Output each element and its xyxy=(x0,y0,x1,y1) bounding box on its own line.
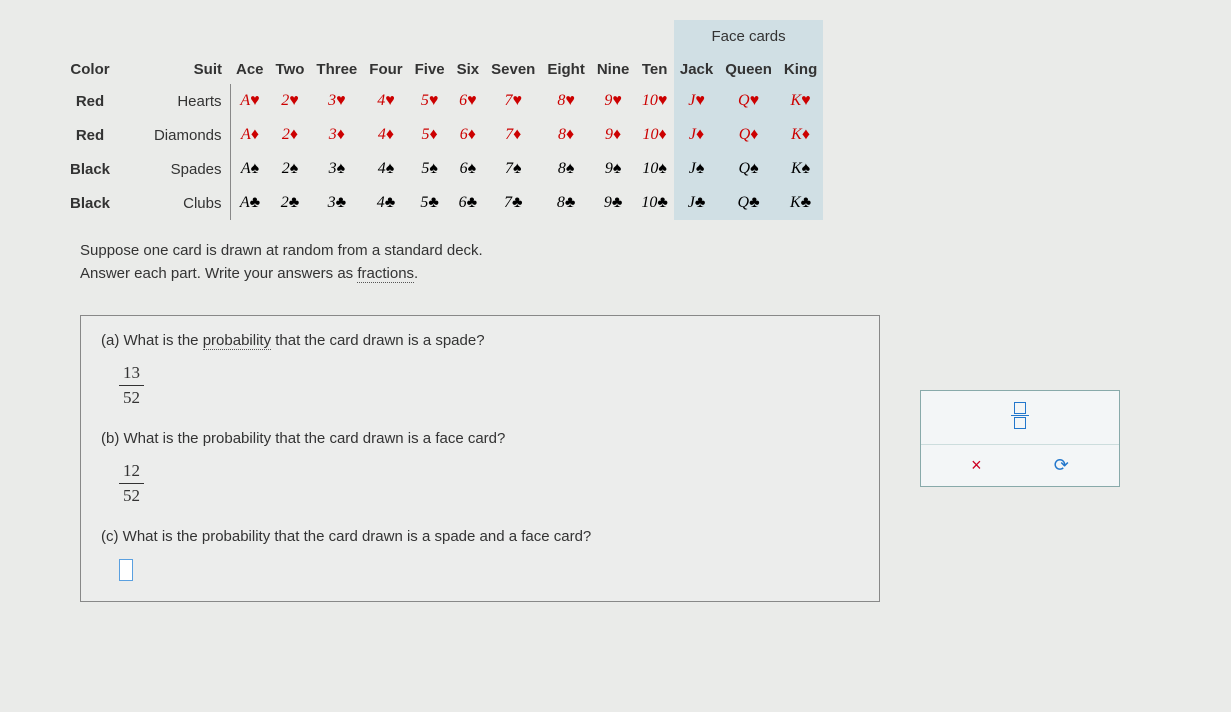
suit-cell: Hearts xyxy=(130,84,230,118)
deck-table: Face cards Color Suit Ace Two Three Four… xyxy=(50,20,823,220)
card-cell: A♣ xyxy=(230,186,270,220)
card-cell: 3♣ xyxy=(310,186,363,220)
card-cell: 2♦ xyxy=(270,118,311,152)
card-cell: Q♥ xyxy=(719,84,778,118)
suit-cell: Clubs xyxy=(130,186,230,220)
card-cell: 10♠ xyxy=(635,152,674,186)
card-cell: 10♣ xyxy=(635,186,674,220)
card-cell: J♣ xyxy=(674,186,719,220)
card-cell: 8♣ xyxy=(541,186,591,220)
card-cell: Q♦ xyxy=(719,118,778,152)
card-cell: J♦ xyxy=(674,118,719,152)
card-cell: A♦ xyxy=(230,118,270,152)
suit-row-hearts: RedHeartsA♥2♥3♥4♥5♥6♥7♥8♥9♥10♥J♥Q♥K♥ xyxy=(50,84,823,118)
card-cell: 5♥ xyxy=(409,84,451,118)
suit-cell: Diamonds xyxy=(130,118,230,152)
col-color: Color xyxy=(50,53,130,84)
card-cell: K♦ xyxy=(778,118,823,152)
card-cell: 4♠ xyxy=(363,152,408,186)
card-cell: 10♦ xyxy=(635,118,674,152)
card-cell: 5♠ xyxy=(409,152,451,186)
part-a: (a) What is the probability that the car… xyxy=(101,332,859,408)
card-cell: J♠ xyxy=(674,152,719,186)
card-cell: Q♠ xyxy=(719,152,778,186)
part-c: (c) What is the probability that the car… xyxy=(101,528,859,581)
answer-c-input[interactable] xyxy=(119,559,133,581)
card-cell: 8♠ xyxy=(541,152,591,186)
card-cell: 9♠ xyxy=(591,152,636,186)
card-cell: A♠ xyxy=(230,152,270,186)
card-cell: 4♥ xyxy=(363,84,408,118)
card-cell: 9♥ xyxy=(591,84,636,118)
part-b: (b) What is the probability that the car… xyxy=(101,430,859,506)
card-cell: 2♥ xyxy=(270,84,311,118)
tool-panel: × ⟳ xyxy=(920,390,1120,487)
card-cell: 2♣ xyxy=(270,186,311,220)
color-cell: Red xyxy=(50,118,130,152)
card-cell: 6♣ xyxy=(451,186,486,220)
card-cell: 5♦ xyxy=(409,118,451,152)
answer-b: 12 52 xyxy=(119,461,144,506)
col-suit: Suit xyxy=(130,53,230,84)
card-cell: 9♣ xyxy=(591,186,636,220)
color-cell: Red xyxy=(50,84,130,118)
suit-row-diamonds: RedDiamondsA♦2♦3♦4♦5♦6♦7♦8♦9♦10♦J♦Q♦K♦ xyxy=(50,118,823,152)
card-cell: 5♣ xyxy=(409,186,451,220)
answer-a: 13 52 xyxy=(119,363,144,408)
card-cell: K♥ xyxy=(778,84,823,118)
card-cell: 6♦ xyxy=(451,118,486,152)
clear-button[interactable]: × xyxy=(971,455,982,476)
card-cell: 4♣ xyxy=(363,186,408,220)
card-cell: 8♦ xyxy=(541,118,591,152)
card-cell: J♥ xyxy=(674,84,719,118)
card-cell: 8♥ xyxy=(541,84,591,118)
column-headers: Color Suit Ace Two Three Four Five Six S… xyxy=(50,53,823,84)
card-cell: 7♣ xyxy=(485,186,541,220)
probability-link[interactable]: probability xyxy=(203,332,271,350)
fractions-link[interactable]: fractions xyxy=(357,265,414,283)
card-cell: 7♠ xyxy=(485,152,541,186)
card-cell: 6♥ xyxy=(451,84,486,118)
card-cell: A♥ xyxy=(230,84,270,118)
fraction-tool-button[interactable] xyxy=(1011,401,1029,430)
card-cell: K♣ xyxy=(778,186,823,220)
card-cell: 2♠ xyxy=(270,152,311,186)
color-cell: Black xyxy=(50,186,130,220)
card-cell: 4♦ xyxy=(363,118,408,152)
card-cell: K♠ xyxy=(778,152,823,186)
card-cell: 6♠ xyxy=(451,152,486,186)
instructions: Suppose one card is drawn at random from… xyxy=(80,240,1181,285)
suit-row-spades: BlackSpadesA♠2♠3♠4♠5♠6♠7♠8♠9♠10♠J♠Q♠K♠ xyxy=(50,152,823,186)
card-cell: 10♥ xyxy=(635,84,674,118)
card-cell: Q♣ xyxy=(719,186,778,220)
suit-row-clubs: BlackClubsA♣2♣3♣4♣5♣6♣7♣8♣9♣10♣J♣Q♣K♣ xyxy=(50,186,823,220)
face-cards-header: Face cards xyxy=(674,20,823,53)
card-cell: 7♥ xyxy=(485,84,541,118)
reset-button[interactable]: ⟳ xyxy=(1054,455,1069,476)
card-cell: 3♠ xyxy=(310,152,363,186)
answer-box: (a) What is the probability that the car… xyxy=(80,315,880,602)
card-cell: 7♦ xyxy=(485,118,541,152)
suit-cell: Spades xyxy=(130,152,230,186)
card-cell: 9♦ xyxy=(591,118,636,152)
card-cell: 3♦ xyxy=(310,118,363,152)
card-cell: 3♥ xyxy=(310,84,363,118)
color-cell: Black xyxy=(50,152,130,186)
